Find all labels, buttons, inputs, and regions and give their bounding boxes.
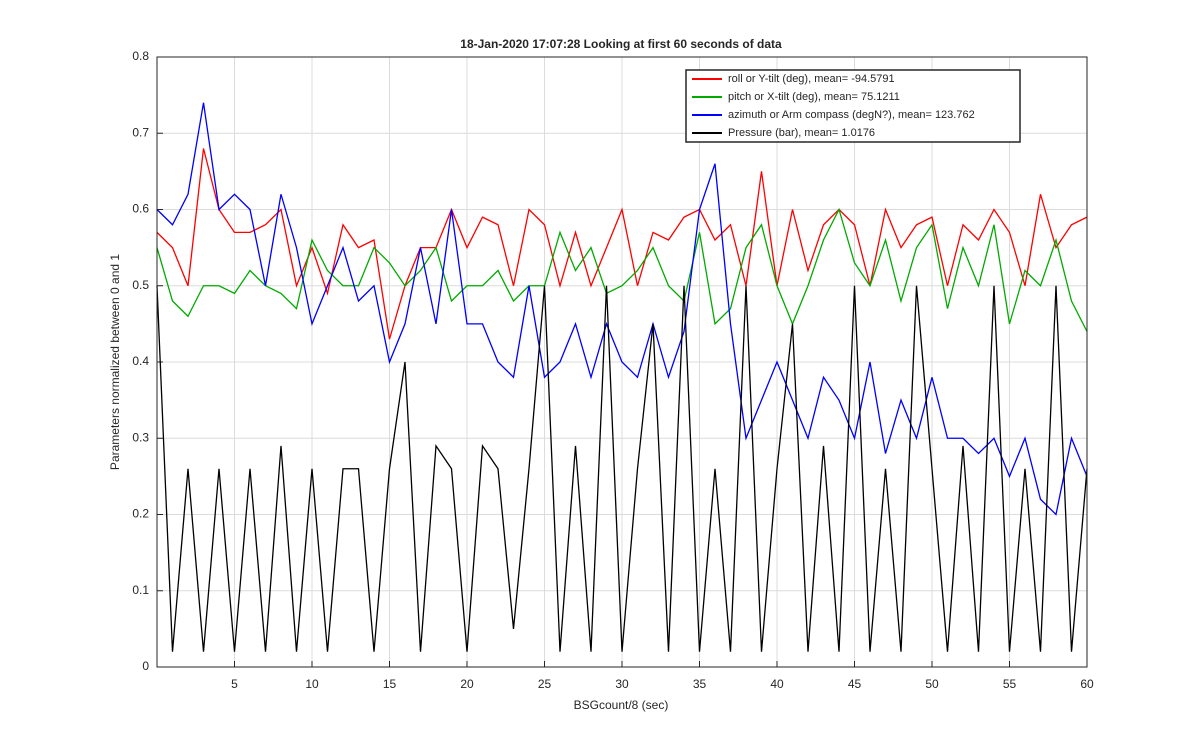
y-tick-label: 0.7 — [132, 125, 149, 139]
x-tick-label: 30 — [615, 677, 629, 691]
x-axis-label: BSGcount/8 (sec) — [574, 698, 669, 712]
legend-label: Pressure (bar), mean= 1.0176 — [728, 127, 875, 139]
y-tick-label: 0.6 — [132, 202, 149, 216]
x-tick-label: 60 — [1080, 677, 1094, 691]
series-line — [156, 148, 1088, 340]
y-axis-label: Parameters normalized between 0 and 1 — [108, 254, 122, 470]
series-line — [156, 207, 1088, 332]
x-tick-label: 5 — [231, 677, 238, 691]
y-tick-label: 0.1 — [132, 583, 149, 597]
chart-title: 18-Jan-2020 17:07:28 Looking at first 60… — [460, 37, 782, 51]
x-tick-label: 40 — [770, 677, 784, 691]
x-tick-label: 35 — [693, 677, 707, 691]
legend-label: azimuth or Arm compass (degN?), mean= 12… — [728, 109, 975, 121]
legend-box — [685, 69, 1021, 143]
y-tick-label: 0.3 — [132, 430, 149, 444]
y-tick-label: 0.8 — [132, 49, 149, 63]
y-tick-label: 0.5 — [132, 278, 149, 292]
series-line — [156, 102, 1088, 516]
y-tick-label: 0.4 — [132, 354, 149, 368]
series-line — [156, 285, 1088, 652]
x-tick-label: 10 — [305, 677, 319, 691]
x-tick-label: 15 — [383, 677, 397, 691]
plot-frame — [156, 56, 1088, 668]
x-tick-label: 25 — [538, 677, 552, 691]
y-tick-label: 0.2 — [132, 507, 149, 521]
legend-label: pitch or X-tilt (deg), mean= 75.1211 — [728, 91, 900, 103]
legend-label: roll or Y-tilt (deg), mean= -94.5791 — [728, 73, 895, 85]
x-tick-label: 55 — [1003, 677, 1017, 691]
x-tick-label: 20 — [460, 677, 474, 691]
x-tick-label: 45 — [848, 677, 862, 691]
y-tick-label: 0 — [142, 659, 149, 673]
x-tick-label: 50 — [925, 677, 939, 691]
